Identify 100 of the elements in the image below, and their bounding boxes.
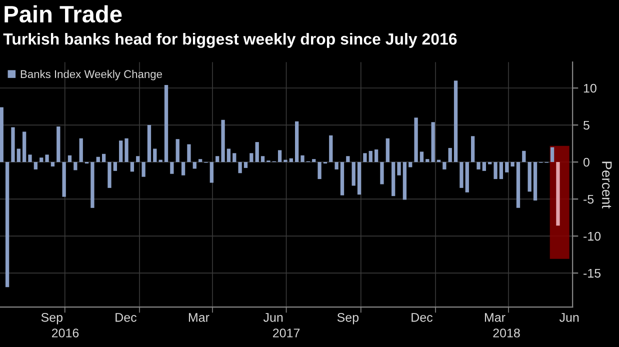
bar xyxy=(119,140,123,162)
bar xyxy=(45,154,49,162)
bar xyxy=(28,154,32,162)
bar xyxy=(426,159,430,162)
bar xyxy=(50,162,55,166)
bar xyxy=(499,162,504,180)
bar xyxy=(221,120,225,162)
x-tick-label: Dec xyxy=(116,313,136,322)
y-tick-label: 10 xyxy=(584,84,596,93)
bar xyxy=(476,162,480,170)
bar xyxy=(210,162,214,183)
bar xyxy=(465,162,469,192)
bar xyxy=(300,155,304,162)
bar xyxy=(22,132,26,162)
x-tick-label: Sep xyxy=(41,312,62,324)
y-tick-label: -15 xyxy=(584,268,601,278)
bar xyxy=(16,148,20,162)
bar xyxy=(90,162,94,208)
y-tick-label: 5 xyxy=(583,120,590,130)
bar xyxy=(386,138,390,162)
bar xyxy=(318,162,322,180)
bar xyxy=(226,148,231,162)
x-tick-label: Sep xyxy=(337,312,359,324)
bar xyxy=(550,147,554,162)
bar xyxy=(482,162,486,171)
bar xyxy=(329,135,333,162)
bar xyxy=(176,139,180,162)
bar xyxy=(312,159,316,162)
bar xyxy=(102,154,106,162)
bar xyxy=(68,155,72,162)
bar xyxy=(153,148,157,162)
bar xyxy=(397,162,401,176)
bar xyxy=(74,162,78,170)
bar xyxy=(56,126,60,162)
bar xyxy=(96,156,100,162)
bar xyxy=(414,118,418,162)
x2-tick-label: 2017 xyxy=(273,328,300,338)
bar xyxy=(556,162,560,226)
bar xyxy=(363,153,367,162)
bar xyxy=(408,162,412,168)
bar xyxy=(392,162,396,196)
bar xyxy=(198,159,202,162)
bar xyxy=(528,162,532,192)
bar xyxy=(357,162,362,195)
bar xyxy=(516,162,520,208)
x-tick-label: Mar xyxy=(484,313,506,322)
bar xyxy=(136,156,140,162)
bar xyxy=(334,162,338,170)
bar xyxy=(510,162,514,166)
bar xyxy=(374,149,378,162)
bar xyxy=(187,144,191,162)
x2-tick-label: 2018 xyxy=(493,328,520,338)
bar xyxy=(250,153,254,162)
bar xyxy=(164,85,168,162)
y-tick-label: -5 xyxy=(584,194,594,204)
bar xyxy=(470,136,475,162)
bar xyxy=(448,148,452,162)
bar xyxy=(368,150,372,162)
bar xyxy=(216,156,220,162)
bar xyxy=(244,162,248,168)
x-tick-label: Mar xyxy=(188,313,210,322)
bar xyxy=(346,156,350,162)
bar xyxy=(130,162,134,172)
x-tick-label: Jun xyxy=(559,313,579,322)
bar xyxy=(460,162,464,188)
bar xyxy=(0,107,4,162)
bar xyxy=(232,153,236,162)
chart-title: Pain Trade xyxy=(4,5,122,23)
x2-tick-label: 2016 xyxy=(52,328,79,338)
bar xyxy=(289,158,293,162)
bar xyxy=(402,162,407,200)
bar xyxy=(255,142,259,162)
chart-subtitle: Turkish banks head for biggest weekly drop since July 2016 xyxy=(3,32,457,48)
bar xyxy=(124,138,128,162)
bar xyxy=(380,162,384,184)
bar xyxy=(34,162,38,170)
bar xyxy=(147,125,152,162)
bar xyxy=(260,156,265,162)
bar xyxy=(62,162,66,197)
bar xyxy=(522,150,526,162)
bar xyxy=(442,162,446,170)
bar xyxy=(420,152,424,162)
bar xyxy=(505,162,509,172)
bar xyxy=(352,162,356,186)
bar xyxy=(5,162,10,288)
bar xyxy=(284,160,288,162)
y-axis-title: Percent xyxy=(602,162,612,208)
y-tick-label: 0 xyxy=(583,158,590,167)
x-tick-label: Dec xyxy=(412,313,433,322)
x-tick-label: Jun xyxy=(263,313,283,322)
bar xyxy=(533,162,538,201)
bar xyxy=(431,122,435,162)
bar xyxy=(142,162,146,177)
bar xyxy=(113,162,117,171)
bar xyxy=(192,162,196,169)
bar xyxy=(238,162,242,174)
bar xyxy=(454,80,458,162)
bar xyxy=(108,162,112,188)
bar xyxy=(170,162,174,174)
y-tick-label: -10 xyxy=(584,232,601,241)
